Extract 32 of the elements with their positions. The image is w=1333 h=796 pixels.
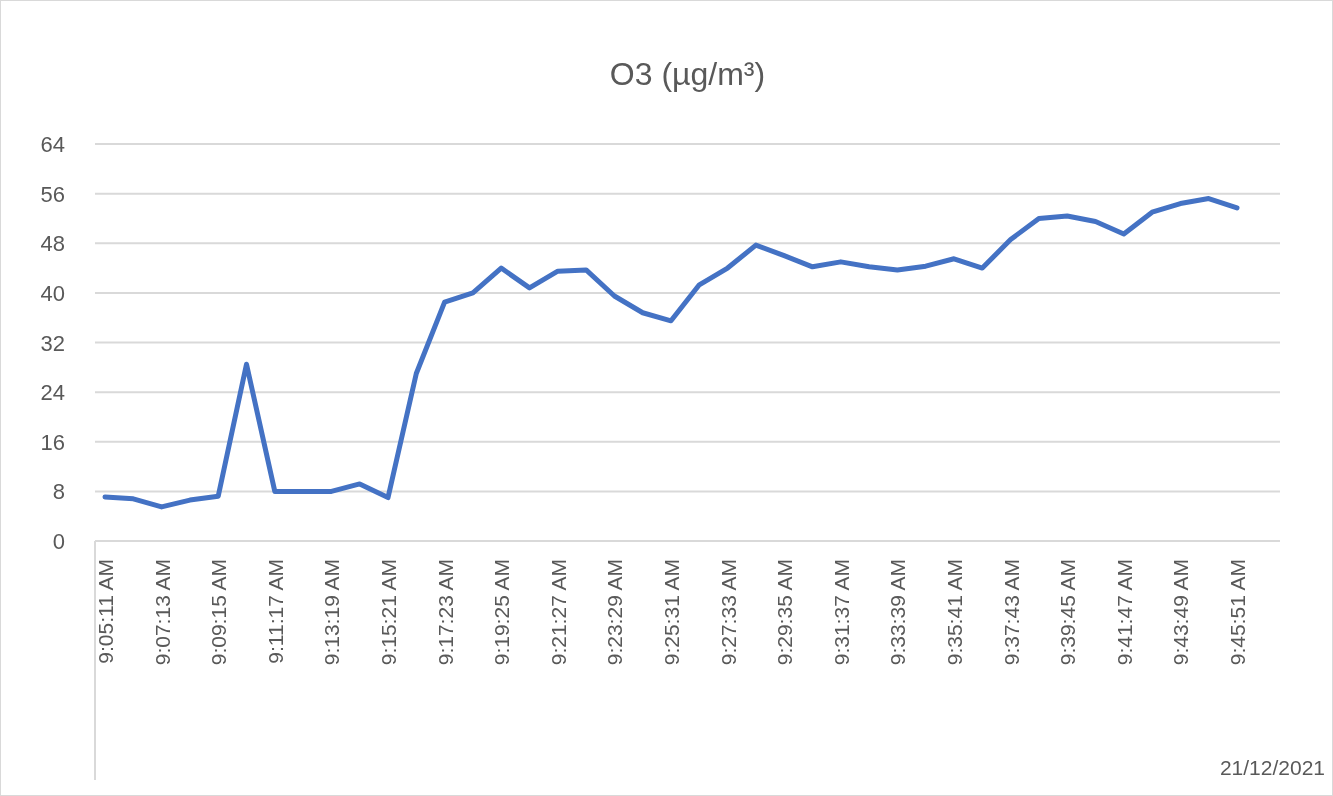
chart-title: O3 (µg/m³) <box>609 56 766 92</box>
x-tick-label: 9:25:31 AM <box>660 559 683 666</box>
x-tick-label: 9:23:29 AM <box>603 559 627 666</box>
x-tick-label: 9:45:51 AM <box>1226 559 1249 666</box>
y-tick-label: 56 <box>40 181 65 207</box>
y-tick-label: 40 <box>40 280 65 306</box>
y-tick-label: 48 <box>40 231 65 257</box>
x-tick-label: 9:27:33 AM <box>716 559 740 666</box>
x-tick-label: 9:43:49 AM <box>1169 559 1193 666</box>
x-tick-label: 9:09:15 AM <box>207 559 231 666</box>
x-tick-label: 9:15:21 AM <box>377 559 400 666</box>
x-tick-label: 9:19:25 AM <box>490 559 514 666</box>
x-tick-label: 9:35:41 AM <box>943 559 966 666</box>
x-tick-label: 9:39:45 AM <box>1056 559 1080 666</box>
x-axis-title: 21/12/2021 <box>1219 756 1325 779</box>
x-tick-label: 9:21:27 AM <box>546 559 570 666</box>
y-tick-label: 0 <box>52 529 65 554</box>
x-tick-label: 9:37:43 AM <box>999 559 1023 666</box>
y-tick-label: 8 <box>52 479 65 505</box>
x-tick-label: 9:05:11 AM <box>94 559 117 664</box>
y-tick-label: 64 <box>40 132 65 157</box>
x-tick-label: 9:07:13 AM <box>150 559 174 666</box>
y-tick-label: 24 <box>40 380 65 406</box>
y-tick-label: 32 <box>40 330 65 356</box>
x-tick-label: 9:33:39 AM <box>886 559 910 666</box>
x-tick-label: 9:29:35 AM <box>773 559 797 666</box>
y-tick-label: 16 <box>40 429 65 455</box>
x-tick-label: 9:41:47 AM <box>1112 559 1136 666</box>
x-tick-label: 9:13:19 AM <box>320 559 344 666</box>
x-tick-label: 9:17:23 AM <box>433 559 457 666</box>
x-tick-label: 9:31:37 AM <box>829 559 853 666</box>
x-tick-label: 9:11:17 AM <box>263 559 287 664</box>
